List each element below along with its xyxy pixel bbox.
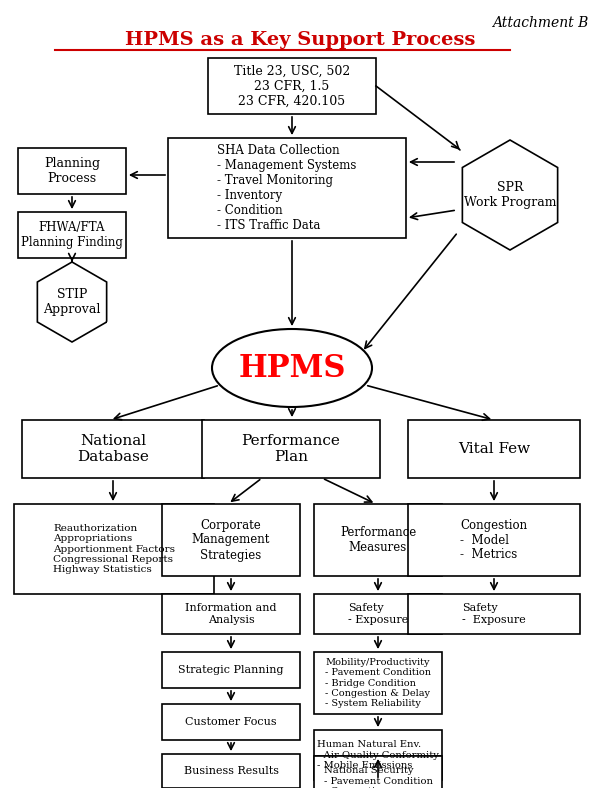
Bar [408,420,580,478]
Polygon shape [463,140,557,250]
Bar [208,58,376,114]
Text: Vital Few: Vital Few [458,442,530,456]
Text: Strategic Planning: Strategic Planning [178,665,284,675]
Bar [314,504,442,576]
Text: Corporate
Management
Strategies: Corporate Management Strategies [192,519,270,562]
Bar [162,594,300,634]
Text: HPMS as a Key Support Process: HPMS as a Key Support Process [125,31,475,49]
Bar [162,704,300,740]
Text: Performance
Measures: Performance Measures [340,526,416,554]
Bar [22,420,204,478]
Text: Safety
-  Exposure: Safety - Exposure [462,603,526,625]
Text: STIP
Approval: STIP Approval [43,288,101,316]
Text: Business Results: Business Results [184,766,278,776]
Bar [162,504,300,576]
Text: National Security
- Pavement Condition
- Congestion: National Security - Pavement Condition -… [323,766,433,788]
Bar [18,148,126,194]
Text: Mobility/Productivity
- Pavement Condition
- Bridge Condition
- Congestion & Del: Mobility/Productivity - Pavement Conditi… [325,658,431,708]
Text: SHA Data Collection
- Management Systems
- Travel Monitoring
- Inventory
- Condi: SHA Data Collection - Management Systems… [217,144,356,232]
Text: HPMS: HPMS [238,352,346,384]
Text: Attachment B: Attachment B [491,16,588,30]
Text: Human Natural Env.
- Air Quality Conformity
- Mobile Emissions: Human Natural Env. - Air Quality Conform… [317,740,439,770]
Bar [18,212,126,258]
Text: Customer Focus: Customer Focus [185,717,277,727]
Text: Information and
Analysis: Information and Analysis [185,603,277,625]
Text: Performance
Plan: Performance Plan [242,434,340,464]
Bar [168,138,406,238]
Polygon shape [37,262,107,342]
Bar [14,504,214,594]
Text: Safety
- Exposure: Safety - Exposure [348,603,408,625]
Text: FHWA/FTA
Planning Finding: FHWA/FTA Planning Finding [21,221,123,249]
Bar [408,594,580,634]
Text: Planning
Process: Planning Process [44,157,100,185]
Bar [314,652,442,714]
Bar [314,756,442,788]
Text: Congestion
-  Model
-  Metrics: Congestion - Model - Metrics [460,519,527,562]
Bar [408,504,580,576]
Ellipse shape [212,329,372,407]
Bar [314,594,442,634]
Bar [314,730,442,780]
Text: Title 23, USC, 502
23 CFR, 1.5
23 CFR, 420.105: Title 23, USC, 502 23 CFR, 1.5 23 CFR, 4… [234,65,350,107]
Text: National
Database: National Database [77,434,149,464]
Bar [162,754,300,788]
Bar [202,420,380,478]
Text: SPR
Work Program: SPR Work Program [464,181,556,209]
Text: Reauthorization
Appropriations
Apportionment Factors
Congressional Reports
Highw: Reauthorization Appropriations Apportion… [53,524,175,574]
Bar [162,652,300,688]
